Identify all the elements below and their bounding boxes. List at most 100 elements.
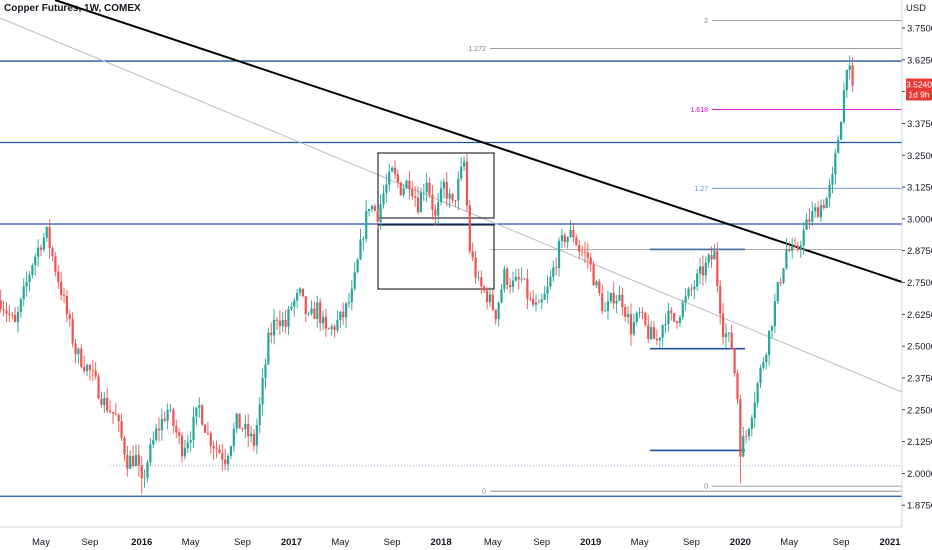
candle-body [255, 425, 258, 446]
candle-body [13, 315, 17, 323]
candle-body [785, 249, 788, 269]
price-tick-label: 2.6250 [907, 310, 932, 321]
candle-body [313, 308, 316, 320]
time-tick-label: Sep [81, 537, 98, 548]
fib-127-label: 1.27 [694, 186, 708, 193]
candle-body [290, 306, 293, 309]
candle-body [163, 418, 166, 421]
time-tick-label: May [331, 537, 349, 548]
candle-body [232, 428, 235, 447]
horizontal-levels [0, 60, 902, 497]
candle-body [661, 325, 664, 338]
fib-1272-label: 1.272 [468, 46, 486, 53]
candle-body [189, 440, 192, 443]
candle-body [296, 292, 299, 301]
candle-body [304, 296, 307, 315]
candle-body [488, 294, 492, 303]
candle-body [793, 245, 797, 247]
candle-body [261, 378, 264, 405]
time-tick-label: Sep [384, 537, 401, 548]
time-tick-label: 2018 [430, 537, 451, 548]
candle-body [94, 370, 97, 377]
candle-body [359, 239, 362, 260]
candle-body [549, 276, 552, 287]
candle-body [494, 309, 497, 320]
price-tick-label: 3.3750 [907, 119, 932, 130]
fib-0-b-label: 0 [704, 484, 708, 491]
candle-body [111, 411, 115, 414]
candle-body [552, 267, 555, 277]
candle-body [120, 421, 123, 438]
price-tick-label: 3.7500 [907, 24, 932, 35]
candle-body [609, 293, 612, 302]
candle-body [647, 324, 650, 340]
candles [0, 55, 854, 494]
candle-body [238, 413, 241, 429]
candle-body [54, 256, 57, 272]
candle-body [468, 205, 471, 252]
candle-body [598, 281, 601, 294]
candle-body [391, 167, 394, 172]
price-tick-label: 2.5000 [907, 342, 932, 353]
candle-body [224, 459, 227, 465]
candle-body [126, 454, 129, 469]
candle-body [431, 194, 434, 210]
candle-body [31, 265, 34, 276]
candle-body [713, 251, 716, 260]
candle-body [465, 161, 469, 206]
candle-body [592, 264, 595, 286]
candle-body [511, 280, 515, 288]
candle-body [673, 312, 676, 322]
time-axis-bg [0, 527, 932, 550]
candle-body [687, 288, 690, 297]
candle-body [106, 397, 109, 411]
candle-body [347, 301, 351, 304]
candle-body [578, 245, 581, 252]
candle-body [152, 439, 155, 445]
candle-body [747, 428, 751, 437]
candle-body [229, 446, 233, 456]
candle-body [457, 178, 460, 201]
candle-body [339, 311, 342, 321]
candle-body [301, 288, 304, 297]
candle-body [437, 202, 440, 216]
candle-body [462, 161, 466, 167]
price-tag-countdown: 1d 9h [908, 90, 930, 100]
candle-body [134, 454, 138, 466]
candle-body [327, 328, 330, 330]
candle-body [293, 300, 296, 307]
candle-body [776, 282, 779, 302]
candle-body [85, 365, 89, 371]
candle-body [0, 300, 2, 310]
candle-body [373, 205, 376, 211]
candle-body [71, 318, 74, 344]
candle-body [454, 200, 457, 202]
candle-body [149, 444, 152, 463]
candle-body [146, 462, 149, 478]
candle-body [186, 442, 189, 449]
rectangle-drawings [377, 152, 495, 290]
candle-body [273, 319, 276, 336]
candle-body [258, 404, 261, 426]
time-tick-label: 2019 [580, 537, 601, 548]
candle-body [411, 189, 414, 197]
price-tick-label: 2.0000 [907, 469, 932, 480]
candle-body [710, 255, 713, 260]
candle-body [615, 300, 618, 304]
time-tick-label: 2016 [131, 537, 152, 548]
price-tick-label: 3.0000 [907, 214, 932, 225]
candle-body [583, 251, 587, 253]
candle-body [520, 278, 523, 280]
candle-body [445, 182, 448, 199]
candle-body [160, 418, 163, 431]
candle-body [402, 188, 405, 196]
candle-body [716, 251, 719, 287]
candle-body [5, 310, 8, 314]
time-tick-label: Sep [234, 537, 251, 548]
candle-body [88, 365, 92, 370]
candle-body [791, 245, 794, 251]
candle-body [11, 314, 14, 316]
candle-body [129, 455, 132, 469]
